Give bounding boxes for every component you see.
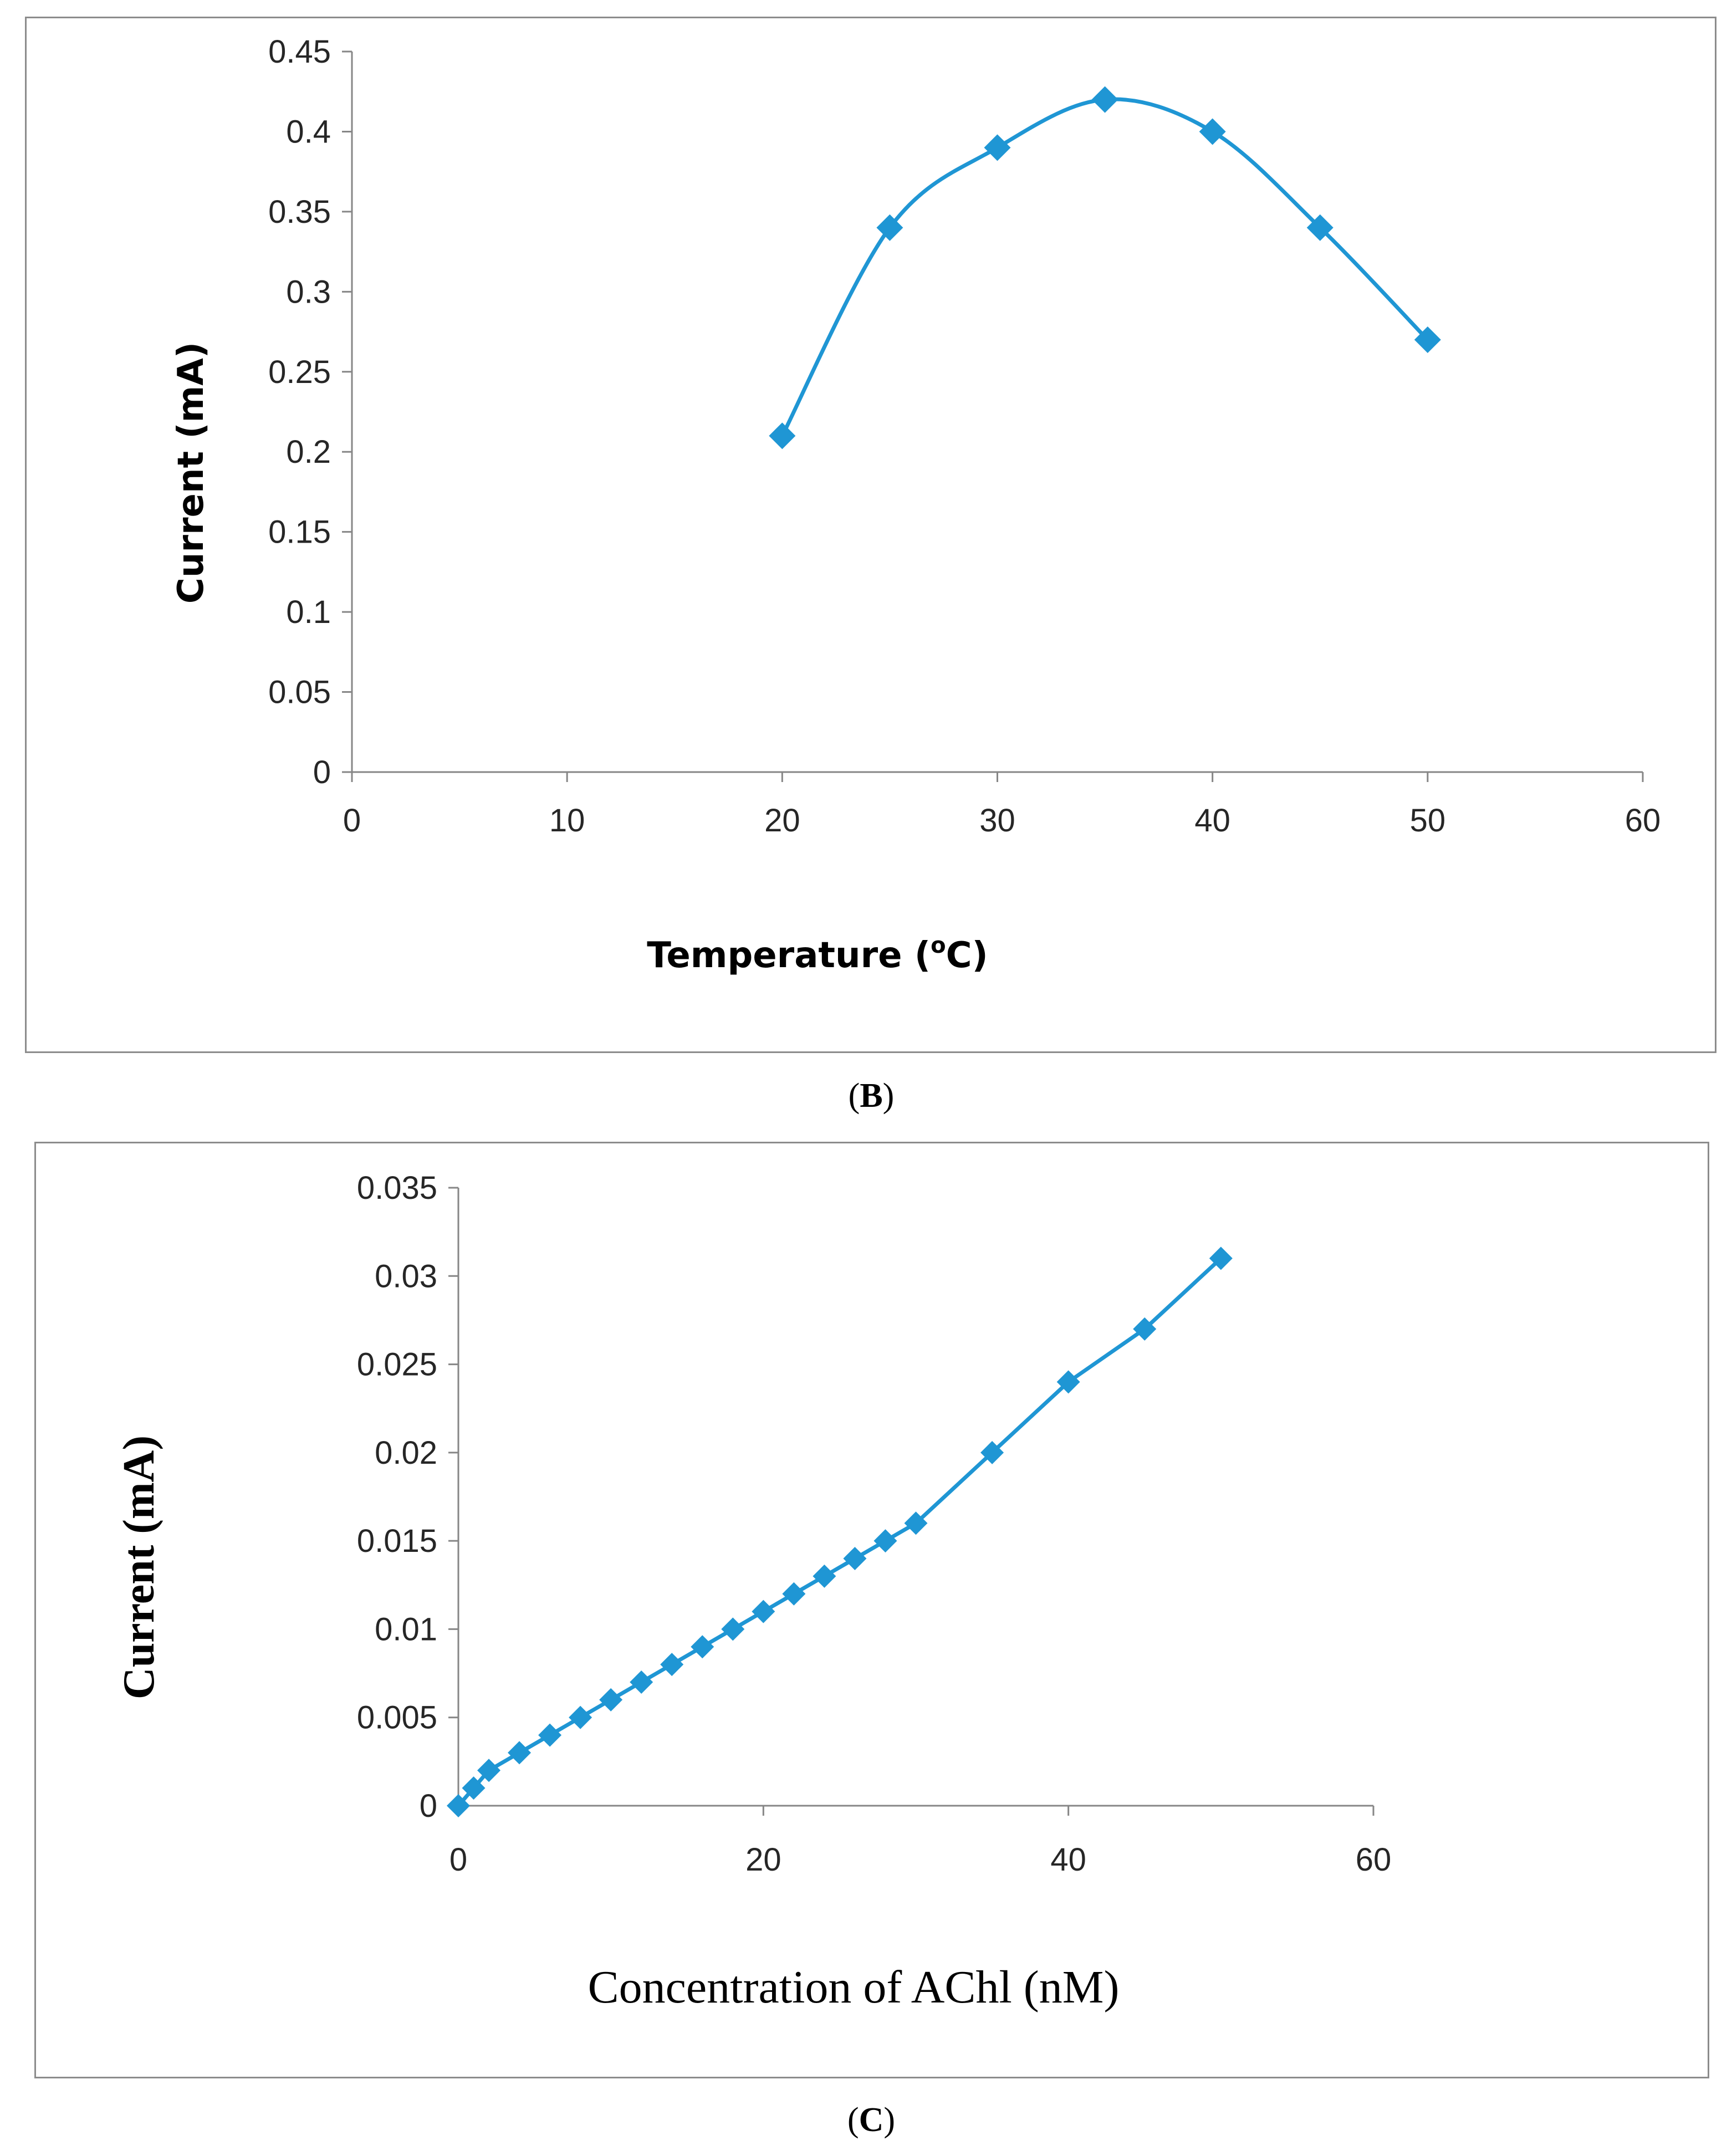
b-x-tick-label: 60 xyxy=(1625,803,1661,839)
b-y-tick-label: 0.1 xyxy=(286,594,331,630)
b-y-tick-label: 0 xyxy=(313,754,331,790)
chart-c-x-ticks: 0 20 40 60 xyxy=(449,1806,1391,1878)
c-x-tick-label: 60 xyxy=(1356,1842,1392,1878)
b-x-tick-label: 30 xyxy=(979,803,1015,839)
c-data-point xyxy=(447,1794,470,1817)
c-series-line xyxy=(457,1256,1223,1807)
c-x-tick-label: 20 xyxy=(745,1842,781,1878)
chart-b-y-axis-title: Current (mA) xyxy=(171,342,212,604)
b-data-point xyxy=(984,134,1011,161)
c-data-point xyxy=(569,1705,592,1729)
c-data-point xyxy=(691,1635,714,1659)
b-y-tick-label: 0.15 xyxy=(268,514,331,550)
b-x-tick-label: 50 xyxy=(1410,803,1446,839)
b-data-point xyxy=(1091,86,1118,113)
c-x-tick-label: 0 xyxy=(449,1842,467,1878)
b-y-tick-label: 0.45 xyxy=(268,34,331,70)
chart-panel-b: 0 0.05 0.1 0.15 0.2 0.25 0.3 0.35 0.4 0.45 0 10 20 3… xyxy=(25,17,1716,1053)
chart-b-x-ticks: 0 10 20 30 40 50 60 xyxy=(343,772,1661,839)
chart-b-y-ticks: 0 0.05 0.1 0.15 0.2 0.25 0.3 0.35 0.4 0.45 xyxy=(268,34,352,790)
c-data-point xyxy=(477,1759,501,1782)
chart-c-axes xyxy=(457,1188,1373,1807)
chart-c-x-axis-title: Concentration of AChl (nM) xyxy=(588,1961,1120,2013)
b-y-tick-label: 0.3 xyxy=(286,274,331,310)
caption-c: (C) xyxy=(847,2101,896,2139)
b-x-tick-label: 20 xyxy=(764,803,800,839)
chart-b-series xyxy=(769,86,1441,449)
chart-c-y-axis-title: Current (mA) xyxy=(115,1435,164,1699)
c-y-tick-label: 0.01 xyxy=(375,1611,437,1647)
b-y-tick-label: 0.25 xyxy=(268,354,331,390)
c-data-point xyxy=(660,1653,684,1677)
c-y-tick-label: 0.03 xyxy=(375,1258,437,1294)
chart-c-svg: 0 0.005 0.01 0.015 0.02 0.025 0.03 0.035 0 20 40 6… xyxy=(115,1170,1391,2013)
c-y-tick-label: 0.005 xyxy=(357,1700,437,1736)
b-data-point xyxy=(769,422,796,449)
b-y-tick-label: 0.35 xyxy=(268,194,331,230)
c-data-point xyxy=(721,1617,745,1641)
c-x-tick-label: 40 xyxy=(1050,1842,1086,1878)
c-y-tick-label: 0 xyxy=(420,1788,437,1824)
b-y-tick-label: 0.4 xyxy=(286,114,331,150)
b-data-point xyxy=(1306,214,1334,241)
c-data-point xyxy=(462,1776,486,1800)
chart-panel-c: 0 0.005 0.01 0.015 0.02 0.025 0.03 0.035 0 20 40 6… xyxy=(34,1142,1709,2078)
c-data-point xyxy=(1209,1246,1233,1270)
c-y-tick-label: 0.035 xyxy=(357,1170,437,1206)
c-data-point xyxy=(980,1440,1004,1464)
chart-c-y-ticks: 0 0.005 0.01 0.015 0.02 0.025 0.03 0.035 xyxy=(357,1170,458,1824)
chart-b-x-axis-title: Temperature (oC) xyxy=(647,933,988,976)
b-series-line xyxy=(780,97,1429,437)
c-data-point xyxy=(630,1670,653,1694)
c-data-point xyxy=(1133,1317,1157,1341)
c-data-point xyxy=(843,1547,867,1570)
c-data-point xyxy=(873,1529,897,1553)
b-x-tick-label: 40 xyxy=(1194,803,1230,839)
c-data-point xyxy=(538,1723,562,1747)
c-data-point xyxy=(599,1688,623,1711)
b-data-point xyxy=(876,214,903,241)
b-data-point xyxy=(1199,118,1226,145)
b-y-tick-label: 0.2 xyxy=(286,434,331,470)
c-y-tick-label: 0.02 xyxy=(375,1435,437,1471)
chart-b-svg: 0 0.05 0.1 0.15 0.2 0.25 0.3 0.35 0.4 0.45 0 10 20 3… xyxy=(171,34,1661,976)
c-data-point xyxy=(813,1564,836,1588)
b-x-tick-label: 10 xyxy=(549,803,585,839)
b-x-tick-label: 0 xyxy=(343,803,361,839)
c-data-point xyxy=(752,1600,775,1623)
chart-c-series xyxy=(447,1246,1233,1817)
c-y-tick-label: 0.025 xyxy=(357,1347,437,1383)
c-y-tick-label: 0.015 xyxy=(357,1523,437,1559)
caption-b: (B) xyxy=(848,1077,895,1115)
c-data-point xyxy=(1056,1370,1080,1394)
c-data-point xyxy=(904,1511,928,1535)
b-data-point xyxy=(1414,326,1441,353)
c-data-point xyxy=(508,1741,532,1765)
b-y-tick-label: 0.05 xyxy=(268,675,331,711)
c-data-point xyxy=(782,1582,806,1606)
